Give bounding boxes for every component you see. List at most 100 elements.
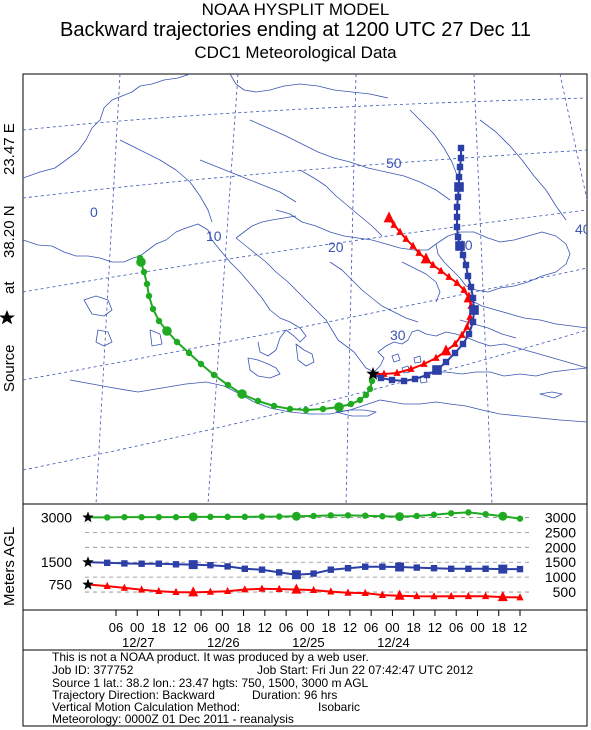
footer-source: Source 1 lat.: 38.2 lon.: 23.47 hgts: 75… [52, 676, 369, 690]
time-axis: 06 00 18 12 06 00 18 12 06 00 18 12 06 00 18 12 06 00 18 12… [109, 610, 527, 650]
map-area: 0102030404050 [23, 74, 591, 504]
height-trajectory-point [361, 588, 369, 596]
map-trajectory-point [302, 406, 310, 414]
graticule-label: 20 [328, 239, 344, 255]
map-trajectory-point [456, 163, 464, 171]
height-trajectory-point [224, 586, 232, 595]
chart-subtitle: CDC1 Meteorological Data [194, 43, 397, 62]
map-trajectory-point [347, 400, 355, 408]
graticule-label: 30 [390, 327, 406, 343]
map-trajectory-point [377, 374, 385, 382]
footer-box [22, 649, 588, 727]
height-trajectory-point [516, 515, 524, 522]
time-tick-label: 12 [173, 620, 187, 635]
map-trajectory-point [400, 377, 408, 385]
height-trajectory-point [498, 564, 508, 574]
map-trajectory-point [445, 272, 453, 280]
map-trajectory-point [388, 376, 396, 384]
side-lon: 23.47 E [1, 123, 18, 175]
graticule [23, 74, 587, 504]
time-tick-label: 00 [300, 620, 314, 635]
height-trajectory-point [327, 587, 335, 595]
chart-title: Backward trajectories ending at 1200 UTC… [60, 19, 531, 41]
footer-direction: Trajectory Direction: Backward [52, 688, 215, 702]
footer-job-start: Job Start: Fri Jun 22 07:42:47 UTC 2012 [257, 663, 474, 677]
graticule-label: 40 [575, 221, 591, 237]
map-trajectory-point [455, 173, 463, 181]
height-trajectory-point [430, 564, 438, 572]
height-trajectory-point [172, 513, 180, 521]
map-trajectory-point [457, 144, 465, 152]
graticule-label: 50 [386, 155, 402, 171]
time-tick-label: 12 [513, 620, 527, 635]
time-tick-label: 12 [343, 620, 357, 635]
height-trajectory-point [291, 583, 302, 594]
map-trajectory-point [463, 322, 471, 330]
height-trajectory-point [155, 513, 162, 521]
time-tick-label: 18 [321, 620, 335, 635]
height-trajectory-point [104, 559, 111, 567]
model-title: NOAA HYSPLIT MODEL [201, 0, 390, 19]
height-trajectory-point [103, 581, 111, 589]
map-trajectory-point [286, 405, 294, 413]
time-tick-label: 00 [385, 620, 399, 635]
map-trajectory-point [458, 330, 466, 338]
map-trajectory-point [210, 371, 218, 379]
height-trajectory-point [276, 513, 283, 520]
height-right-tick-label: 500 [553, 584, 577, 600]
map-trajectory-point [469, 294, 477, 302]
height-trajectory-point [482, 510, 489, 518]
height-trajectory-point [379, 563, 386, 570]
map-trajectory-point [454, 233, 462, 241]
map-trajectory-point [407, 364, 415, 372]
map-trajectory-point [432, 353, 440, 361]
height-trajectories [82, 509, 524, 602]
map-trajectories [136, 144, 479, 414]
map-trajectory-point [423, 371, 431, 379]
height-trajectory-point [121, 513, 128, 521]
height-trajectory-point [258, 566, 266, 573]
map-trajectory-point [453, 223, 461, 231]
date-label: 12/25 [292, 635, 325, 650]
coastlines [23, 74, 587, 423]
footer-vertical-value: Isobaric [318, 700, 361, 714]
height-left-tick-label: 3000 [41, 509, 72, 525]
height-left-tick-label: 1500 [41, 554, 72, 570]
map-trajectory-point [465, 330, 473, 338]
height-trajectory-point [327, 512, 334, 519]
date-label: 12/27 [122, 635, 155, 650]
map-trajectory-point [420, 252, 432, 264]
height-trajectory-point [413, 591, 421, 600]
height-trajectory-point [344, 588, 352, 596]
height-trajectory-point [448, 510, 455, 517]
time-tick-label: 18 [406, 620, 420, 635]
height-right-tick-label: 1500 [545, 554, 576, 570]
time-tick-label: 06 [279, 620, 293, 635]
time-tick-label: 00 [470, 620, 484, 635]
height-trajectory-point [327, 566, 334, 573]
map-trajectory-point [455, 241, 465, 251]
height-trajectory-point [155, 560, 162, 567]
height-start-star-icon [82, 511, 94, 523]
height-trajectory-point [241, 513, 248, 521]
map-trajectory-point [409, 241, 417, 249]
height-trajectory-point [464, 591, 472, 600]
map-trajectory-point [402, 234, 410, 242]
footer-job-id: Job ID: 377752 [52, 663, 134, 677]
height-trajectory-point [378, 590, 386, 598]
time-tick-label: 18 [236, 620, 250, 635]
map-trajectory-point [415, 248, 423, 256]
height-trajectory-point [310, 570, 317, 577]
height-left-tick-labels: 3000 1500 750 [41, 509, 72, 592]
height-trajectory-point [310, 585, 318, 594]
height-trajectory-point [206, 587, 214, 595]
height-trajectory-point [395, 562, 405, 572]
map-trajectory-point [466, 312, 474, 320]
map-trajectory-point [396, 227, 404, 235]
map-trajectory-point [237, 389, 247, 399]
map-trajectory-point [469, 305, 479, 315]
time-tick-label: 06 [109, 620, 123, 635]
map-trajectory-point [334, 402, 344, 412]
map-trajectory-point [429, 260, 437, 268]
